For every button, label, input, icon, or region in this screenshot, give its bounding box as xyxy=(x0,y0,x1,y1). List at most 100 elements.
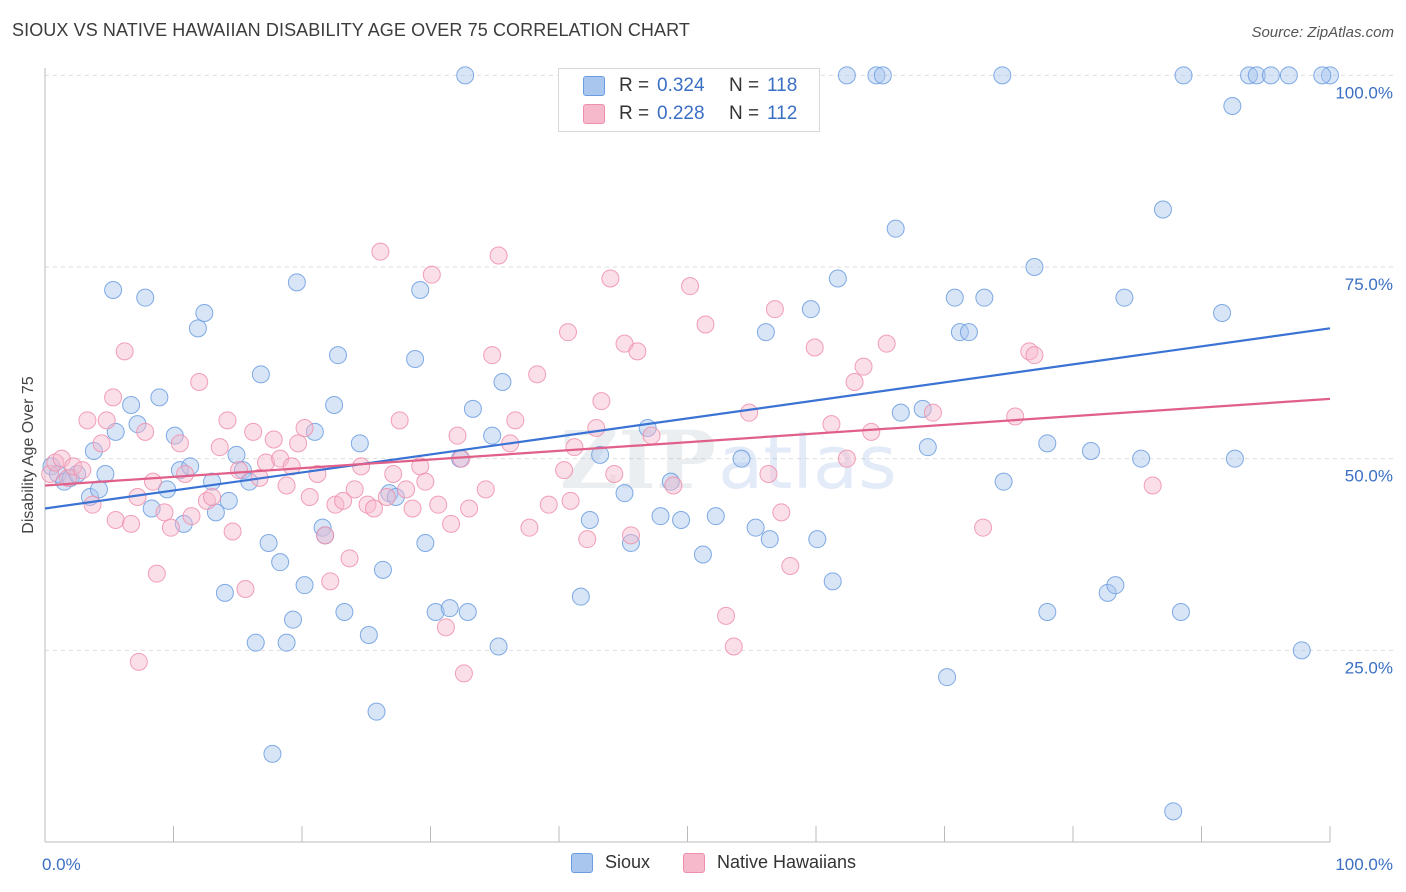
native-hawaiian-point xyxy=(561,491,580,510)
native-hawaiian-point xyxy=(483,346,502,365)
sioux-point xyxy=(259,534,278,552)
sioux-point xyxy=(325,396,344,414)
legend-n-value: 118 xyxy=(767,75,798,96)
native-hawaiian-point xyxy=(64,457,83,476)
sioux-point xyxy=(1174,66,1193,85)
sioux-point xyxy=(263,744,282,763)
legend-r-value: 0.228 xyxy=(657,103,705,124)
sioux-point xyxy=(975,288,994,307)
native-hawaiian-point xyxy=(506,411,525,430)
legend-n-value: 112 xyxy=(767,103,798,124)
sioux-trend-line xyxy=(44,327,1331,510)
sioux-point xyxy=(891,403,910,422)
sioux-point xyxy=(328,346,347,365)
native-hawaiian-point xyxy=(264,430,283,449)
native-hawaiian-point xyxy=(429,495,448,514)
sioux-point xyxy=(580,511,599,529)
sioux-point xyxy=(1025,258,1044,276)
native-hawaiian-point xyxy=(73,461,92,480)
sioux-point xyxy=(483,426,502,445)
sioux-point xyxy=(672,511,691,529)
native-hawaiian-point xyxy=(416,472,435,491)
native-hawaiian-point xyxy=(558,323,577,342)
sioux-point xyxy=(335,603,354,621)
legend-row-native-hawaiians: R = 0.228 N = 112 xyxy=(583,101,797,127)
native-hawaiian-point xyxy=(147,564,166,583)
sioux-point xyxy=(756,323,775,342)
native-hawaiian-point xyxy=(822,415,841,434)
sioux-point xyxy=(1098,583,1117,602)
legend-r-label: R = xyxy=(619,75,650,96)
native-hawaiian-point xyxy=(143,472,162,491)
sioux-point xyxy=(277,633,296,652)
trend-lines xyxy=(44,327,1331,510)
sioux-point xyxy=(993,66,1012,85)
native-hawaiian-point xyxy=(520,518,539,537)
native-hawaiian-point xyxy=(136,422,155,441)
sioux-point xyxy=(1292,641,1311,660)
native-hawaiian-point xyxy=(436,618,455,637)
sioux-point xyxy=(886,219,905,238)
native-hawaiian-point xyxy=(877,334,896,353)
y-axis-label: Disability Age Over 75 xyxy=(20,376,37,534)
native-hawaiian-point xyxy=(489,246,508,265)
native-hawaiian-point xyxy=(845,373,864,391)
native-hawaiian-point xyxy=(539,495,558,514)
native-hawaiian-point xyxy=(129,652,148,671)
x-tick-label-max: 100.0% xyxy=(1335,855,1393,874)
native-hawaiian-point xyxy=(862,422,881,441)
sioux-point xyxy=(150,388,169,407)
native-hawaiian-point xyxy=(601,269,620,288)
native-hawaiian-point xyxy=(92,434,111,453)
sioux-point xyxy=(406,350,425,368)
sioux-point xyxy=(1038,603,1057,621)
native-hawaiian-point xyxy=(772,503,791,522)
native-hawaiian-point xyxy=(476,480,495,499)
y-tick-label: 100.0% xyxy=(1335,83,1393,102)
native-hawaiian-point xyxy=(223,522,242,541)
sioux-point xyxy=(367,702,386,721)
sioux-point xyxy=(867,66,886,85)
sioux-point xyxy=(440,599,459,618)
native-hawaiian-point xyxy=(664,476,683,495)
sioux-point xyxy=(1261,66,1280,85)
native-hawaiian-point xyxy=(236,580,255,598)
sioux-point xyxy=(1171,603,1190,621)
native-hawaiian-point xyxy=(578,530,597,549)
native-hawaiian-point xyxy=(1025,346,1044,365)
sioux-point xyxy=(918,438,937,457)
native-hawaiian-point xyxy=(696,315,715,334)
series-legend-native-hawaiians: Native Hawaiians xyxy=(683,852,856,873)
native-hawaiian-point xyxy=(605,465,624,483)
native-hawaiian-point xyxy=(210,438,229,457)
legend-swatch-sioux xyxy=(583,76,605,96)
sioux-point xyxy=(1115,288,1134,307)
sioux-point xyxy=(136,288,155,307)
native-hawaiian-point xyxy=(345,480,364,499)
sioux-point xyxy=(219,491,238,510)
native-hawaiian-point xyxy=(321,572,340,591)
native-hawaiian-point xyxy=(442,514,461,533)
native-hawaiian-point xyxy=(190,373,209,391)
native-hawaiian-point xyxy=(460,499,479,518)
native-hawaiian-points xyxy=(41,242,1162,683)
legend-n-label: N = xyxy=(729,75,760,96)
native-hawaiian-point xyxy=(122,514,141,533)
native-hawaiian-point xyxy=(1006,407,1025,426)
native-hawaiian-point xyxy=(377,488,396,506)
native-hawaiian-point xyxy=(155,503,174,522)
sioux-point xyxy=(823,572,842,591)
native-hawaiian-point xyxy=(161,518,180,537)
source-label: Source: ZipAtlas.com xyxy=(1251,24,1394,41)
native-hawaiian-point xyxy=(371,242,390,261)
native-hawaiian-point xyxy=(454,664,473,683)
x-tick-label-min: 0.0% xyxy=(42,855,81,874)
native-hawaiian-point xyxy=(837,449,856,468)
sioux-point xyxy=(873,66,892,85)
series-swatch-sioux xyxy=(571,852,593,873)
sioux-point xyxy=(706,507,725,526)
sioux-point xyxy=(1153,200,1172,219)
sioux-point xyxy=(463,399,482,418)
sioux-point xyxy=(621,534,640,552)
